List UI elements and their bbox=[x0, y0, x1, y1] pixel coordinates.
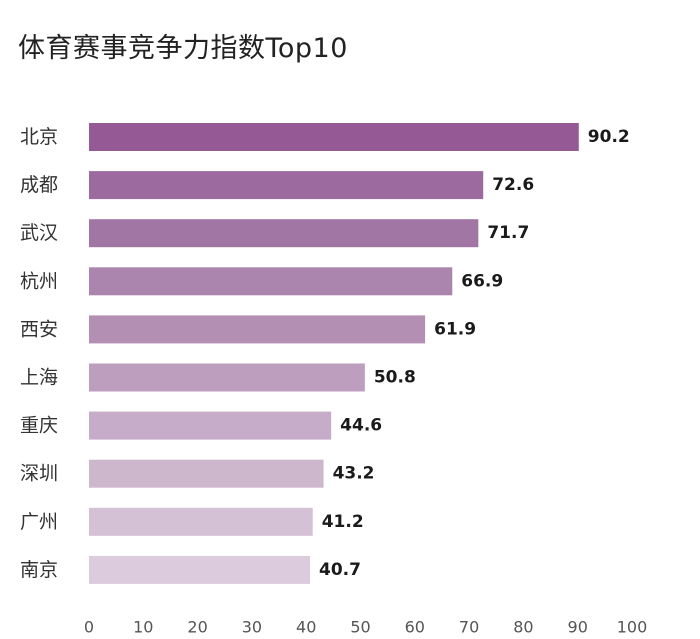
bar-1 bbox=[89, 123, 579, 151]
bar-9 bbox=[89, 507, 313, 536]
bar-2 bbox=[89, 171, 484, 200]
x-tick-label-70: 70 bbox=[459, 618, 479, 637]
value-label-6: 50.8 bbox=[374, 368, 416, 388]
category-label-6: 上海 bbox=[20, 367, 58, 389]
x-tick-label-20: 20 bbox=[187, 618, 207, 637]
bar-6 bbox=[89, 363, 365, 392]
bar-10 bbox=[89, 555, 311, 584]
labels-layer: 北京 90.2 成都 72.6 武汉 71.7 杭州 66.9 西安 61.9 上海 50.8 重庆 44… bbox=[20, 126, 630, 581]
x-tick-label-90: 90 bbox=[568, 618, 588, 637]
value-label-2: 72.6 bbox=[492, 175, 534, 195]
bar-5 bbox=[89, 315, 426, 344]
value-label-7: 44.6 bbox=[340, 416, 382, 436]
x-tick-label-60: 60 bbox=[405, 618, 425, 637]
x-tick-label-100: 100 bbox=[617, 618, 648, 637]
category-label-3: 武汉 bbox=[20, 222, 58, 244]
bar-3 bbox=[89, 219, 479, 248]
value-label-8: 43.2 bbox=[333, 464, 375, 484]
x-axis: 0 10 20 30 40 50 60 70 80 90 100 bbox=[84, 618, 647, 637]
category-label-9: 广州 bbox=[20, 511, 58, 533]
value-label-4: 66.9 bbox=[461, 271, 503, 291]
category-label-8: 深圳 bbox=[20, 463, 58, 485]
x-tick-label-80: 80 bbox=[513, 618, 533, 637]
x-tick-label-0: 0 bbox=[84, 618, 94, 637]
category-label-1: 北京 bbox=[20, 126, 58, 148]
x-tick-label-40: 40 bbox=[296, 618, 316, 637]
category-label-7: 重庆 bbox=[20, 415, 58, 437]
x-tick-label-30: 30 bbox=[242, 618, 262, 637]
bars-layer bbox=[89, 123, 579, 584]
bar-8 bbox=[89, 459, 324, 488]
value-label-9: 41.2 bbox=[322, 512, 364, 532]
value-label-3: 71.7 bbox=[487, 223, 529, 243]
bar-4 bbox=[89, 267, 453, 296]
category-label-2: 成都 bbox=[20, 174, 58, 196]
x-tick-label-10: 10 bbox=[133, 618, 153, 637]
bar-7 bbox=[89, 411, 332, 440]
value-label-1: 90.2 bbox=[588, 127, 630, 147]
x-tick-label-50: 50 bbox=[350, 618, 370, 637]
category-label-4: 杭州 bbox=[20, 270, 58, 292]
category-label-10: 南京 bbox=[20, 559, 58, 581]
value-label-5: 61.9 bbox=[434, 319, 476, 339]
chart-title: 体育赛事竞争力指数Top10 bbox=[18, 33, 348, 64]
value-label-10: 40.7 bbox=[319, 560, 361, 580]
category-label-5: 西安 bbox=[20, 318, 58, 340]
